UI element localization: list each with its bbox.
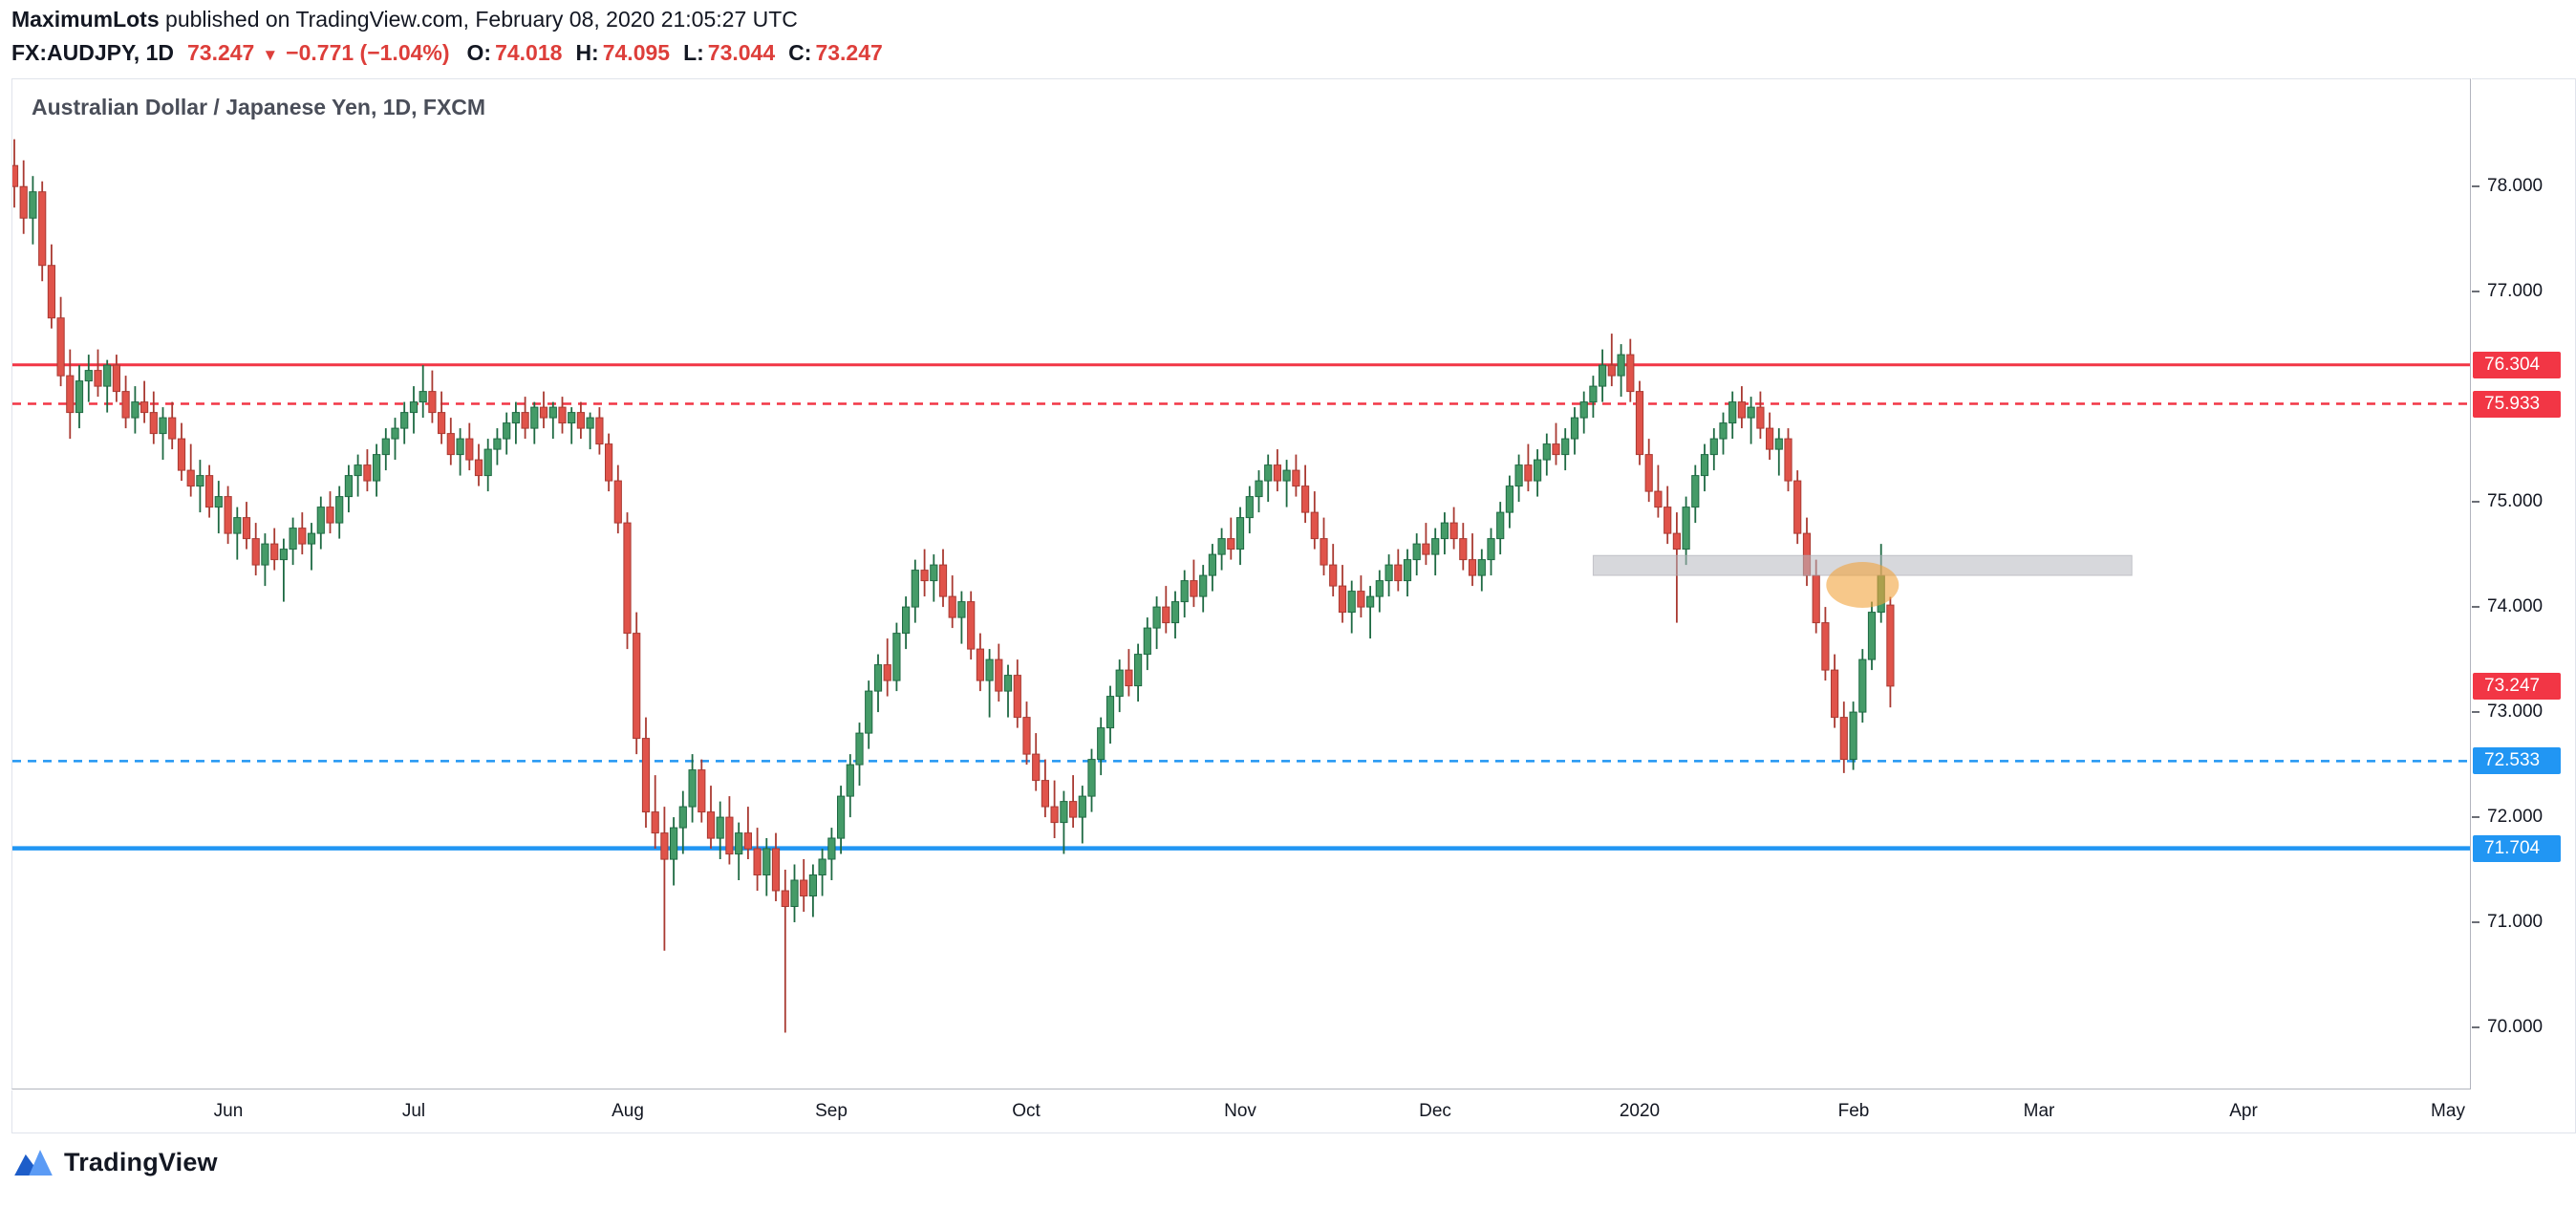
month-label: Jun <box>213 1101 244 1121</box>
publish-text: published on TradingView.com, February 0… <box>159 7 798 32</box>
tradingview-logo-icon[interactable] <box>13 1147 54 1177</box>
price-tick-label: 75.000 <box>2472 489 2543 514</box>
down-triangle-icon: ▼ <box>262 46 279 64</box>
month-label: Apr <box>2229 1101 2258 1121</box>
month-label: Oct <box>1012 1101 1041 1121</box>
tradingview-wordmark[interactable]: TradingView <box>64 1147 218 1176</box>
ohlc-open: O: 74.018 <box>466 40 563 65</box>
ohlc-low: L: 73.044 <box>683 40 776 65</box>
ohlc-high: H: 74.095 <box>575 40 671 65</box>
footer: TradingView <box>13 1147 218 1177</box>
price-marker-label: 75.933 <box>2473 391 2561 418</box>
ohlc-close: C: 73.247 <box>788 40 883 65</box>
price-marker-label: 76.304 <box>2473 352 2561 378</box>
price-tick-label: 70.000 <box>2472 1015 2543 1040</box>
candlestick-chart[interactable] <box>12 79 2471 1089</box>
chart-title: Australian Dollar / Japanese Yen, 1D, FX… <box>32 95 486 119</box>
price-change: −0.771 (−1.04%) <box>286 40 450 65</box>
price-tick-label: 73.000 <box>2472 700 2543 724</box>
highlight-ellipse[interactable] <box>1826 562 1900 608</box>
candles-layer <box>12 139 1895 1033</box>
month-label: Jul <box>401 1101 426 1121</box>
month-label: Feb <box>1837 1101 1870 1121</box>
price-marker-label: 72.533 <box>2473 747 2561 774</box>
publish-info: MaximumLots published on TradingView.com… <box>11 7 798 32</box>
chart-pane[interactable]: Australian Dollar / Japanese Yen, 1D, FX… <box>11 78 2471 1089</box>
month-label: Dec <box>1419 1101 1451 1121</box>
symbol-name: FX:AUDJPY, 1D <box>11 40 174 65</box>
price-tick-label: 71.000 <box>2472 910 2543 935</box>
time-axis[interactable]: Jun Jul Aug Sep Oct Nov Dec 2020 Feb Mar Apr May <box>11 1090 2472 1133</box>
price-tick-label: 74.000 <box>2472 594 2543 619</box>
month-label: Sep <box>815 1101 848 1121</box>
author-name: MaximumLots <box>11 7 160 32</box>
price-tick-label: 77.000 <box>2472 279 2543 304</box>
price-marker-label: 71.704 <box>2473 835 2561 862</box>
month-label: Aug <box>612 1101 644 1121</box>
price-lines[interactable] <box>12 363 2471 851</box>
price-tick-label: 72.000 <box>2472 805 2543 830</box>
price-tick-label: 78.000 <box>2472 174 2543 199</box>
month-label: Mar <box>2023 1101 2055 1121</box>
month-label: 2020 <box>1619 1101 1661 1121</box>
price-axis[interactable]: 78.000 77.000 75.000 74.000 73.000 72.000 71.0… <box>2472 78 2576 1133</box>
price-marker-label: 73.247 <box>2473 673 2561 700</box>
symbol-info-bar: FX:AUDJPY, 1D 73.247 ▼ −0.771 (−1.04%) O… <box>11 40 896 66</box>
month-label: May <box>2431 1101 2465 1121</box>
month-label: Nov <box>1224 1101 1256 1121</box>
last-price: 73.247 <box>186 40 255 65</box>
